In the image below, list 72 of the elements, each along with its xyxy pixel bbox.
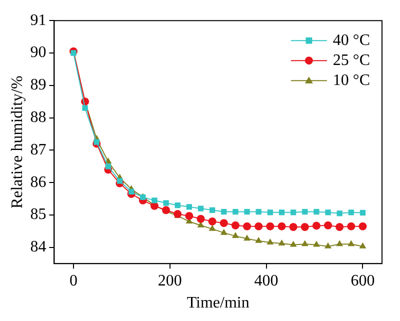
point [221, 208, 227, 215]
point [312, 222, 320, 230]
point [360, 210, 366, 216]
point [336, 222, 344, 231]
y-tick-label: 88 [30, 109, 46, 126]
point [94, 139, 100, 145]
point [220, 228, 228, 235]
point [209, 207, 216, 213]
y-axis-title: Relative humidity/% [8, 76, 26, 209]
legend-label: 25 °C [332, 52, 370, 69]
point [325, 210, 331, 216]
point [185, 212, 194, 220]
point [266, 238, 274, 245]
point [70, 50, 76, 56]
point [116, 178, 123, 184]
y-tick-label: 84 [30, 238, 46, 256]
legend-label: 10 °C [332, 72, 370, 89]
point [348, 210, 354, 216]
point [186, 204, 192, 210]
point [220, 219, 228, 228]
point [302, 208, 308, 215]
point [255, 236, 262, 243]
x-tick-label: 0 [69, 272, 78, 290]
legend-label: 40 °C [332, 32, 370, 49]
point [82, 105, 88, 111]
x-tick-label: 400 [254, 272, 278, 290]
point [312, 240, 320, 247]
point [314, 208, 320, 215]
y-tick-label: 85 [30, 206, 46, 224]
point [232, 208, 238, 215]
point [359, 242, 366, 248]
point [174, 202, 180, 208]
point [232, 232, 239, 238]
point [198, 206, 204, 212]
y-tick-label: 86 [30, 174, 46, 191]
point [244, 234, 250, 241]
point [278, 222, 286, 230]
point [324, 221, 332, 230]
point [254, 222, 263, 230]
point [196, 214, 205, 223]
point [336, 240, 344, 246]
point [278, 210, 285, 216]
point [290, 240, 297, 247]
x-tick-label: 200 [158, 272, 182, 290]
point [243, 222, 252, 230]
point [152, 198, 158, 204]
point [290, 210, 296, 216]
y-tick-label: 87 [30, 141, 46, 158]
point [267, 210, 273, 216]
y-tick-label: 91 [30, 12, 46, 29]
point [266, 222, 274, 230]
point [208, 224, 216, 231]
point [278, 240, 286, 246]
y-tick-label: 90 [30, 44, 46, 62]
point [347, 222, 356, 230]
y-tick-label: 89 [30, 76, 46, 94]
point [256, 208, 262, 215]
x-tick-label: 600 [350, 272, 375, 290]
point [358, 222, 367, 230]
point [348, 240, 355, 246]
point [105, 164, 112, 170]
point [208, 217, 216, 226]
point [128, 188, 134, 194]
point [301, 240, 308, 246]
point [300, 222, 309, 231]
point [163, 200, 169, 206]
point [324, 242, 332, 248]
point [231, 221, 240, 230]
point [336, 210, 342, 216]
point [244, 208, 250, 215]
x-axis-title: Time/min [186, 294, 250, 312]
point [289, 222, 298, 231]
